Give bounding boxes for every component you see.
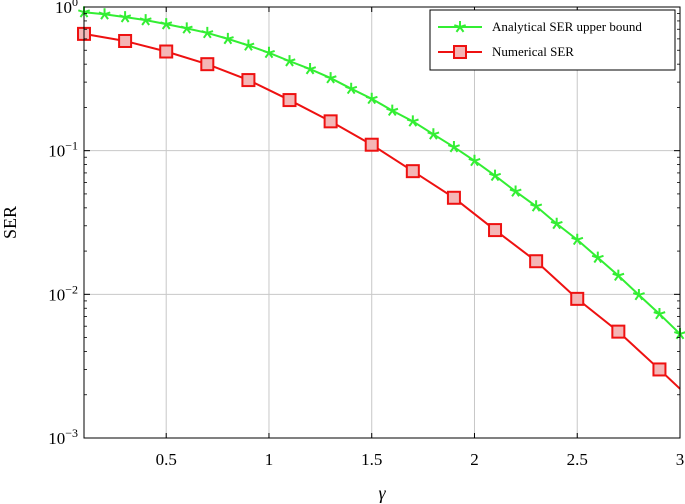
data-point [571,233,584,246]
data-point [241,73,256,88]
data-point [262,46,275,59]
x-tick-label: 3 [676,450,685,469]
data-point [550,217,563,230]
data-point [159,44,174,59]
data-point [468,154,481,167]
data-point [139,14,152,26]
data-point [324,72,337,84]
legend: Analytical SER upper bound Numerical SER [429,9,676,71]
x-tick-label: 0.5 [156,450,177,469]
grid [84,6,681,439]
data-point [119,11,132,23]
data-point [180,22,193,34]
x-tick-label: 2 [470,450,479,469]
series-numerical [77,26,681,390]
legend-item: Analytical SER upper bound [438,19,642,34]
data-point [98,8,111,20]
data-point [200,57,215,72]
data-point [488,223,503,238]
y-tick-label: 10−3 [48,426,78,448]
data-point [632,288,645,301]
legend-item: Numerical SER [438,44,574,59]
data-point [160,18,173,30]
data-point [345,82,358,95]
data-point [201,26,214,39]
legend-label: Analytical SER upper bound [492,19,642,34]
data-point [118,33,133,48]
data-point [489,169,502,182]
legend-marker [453,45,467,59]
data-point [406,115,419,127]
data-point [529,254,544,269]
data-point [591,251,604,264]
data-point [447,141,460,153]
x-tick-label: 2.5 [567,450,588,469]
data-point [283,55,296,67]
x-tick-label: 1 [265,450,274,469]
data-point [365,92,378,105]
y-tick-label: 10−1 [48,139,78,161]
data-point [570,291,585,306]
legend-marker [453,21,467,33]
data-point [509,185,522,197]
series-line [83,32,681,390]
legend-label: Numerical SER [492,44,574,59]
data-point [304,63,317,75]
data-point [427,128,440,140]
data-point [323,114,338,129]
legend-box [429,9,676,71]
data-point [652,362,667,377]
data-point [364,137,379,152]
y-tick-label: 10−2 [48,282,78,304]
data-point [221,32,234,45]
data-point [530,200,543,212]
data-point [242,39,255,51]
plot-frame [83,6,681,439]
y-axis-label: SER [0,206,20,239]
data-point [446,190,461,205]
x-tick-label: 1.5 [361,450,382,469]
y-tick-label: 100 [55,0,78,17]
x-axis-label: γ [378,483,386,503]
data-point [611,324,626,339]
data-point [612,269,625,282]
data-point [282,93,297,108]
tick-marks [84,6,681,439]
data-point [386,104,399,117]
y-tick-labels: 100 10−1 10−2 10−3 [48,0,78,448]
data-point [405,164,420,179]
x-tick-labels: 0.5 1 1.5 2 2.5 3 [156,450,685,469]
series-layer [77,6,685,390]
data-point [653,307,666,320]
